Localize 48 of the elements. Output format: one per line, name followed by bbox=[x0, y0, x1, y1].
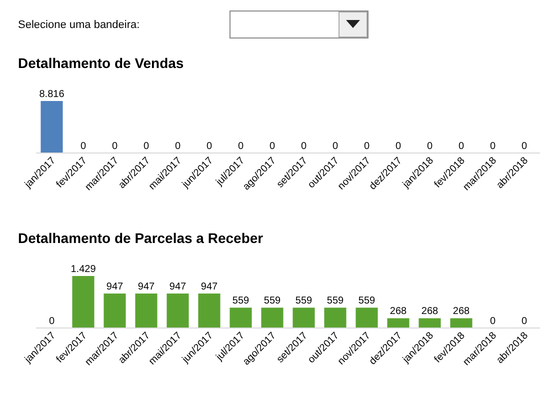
data-label: 0 bbox=[332, 141, 338, 152]
bar bbox=[104, 294, 126, 328]
data-label: 268 bbox=[390, 306, 408, 318]
bar bbox=[324, 308, 346, 328]
bar bbox=[198, 294, 220, 328]
data-label: 1.429 bbox=[70, 264, 96, 275]
bar bbox=[166, 294, 189, 328]
data-label: 0 bbox=[490, 141, 496, 152]
data-label: 0 bbox=[458, 141, 464, 152]
data-label: 947 bbox=[169, 282, 187, 293]
data-label: 0 bbox=[300, 141, 307, 152]
bar bbox=[356, 308, 378, 328]
data-label: 559 bbox=[295, 296, 313, 307]
data-label: 0 bbox=[364, 141, 370, 152]
data-label: 947 bbox=[200, 282, 218, 293]
data-label: 559 bbox=[264, 296, 282, 307]
data-label: 0 bbox=[521, 141, 528, 152]
data-label: 0 bbox=[490, 316, 496, 327]
data-label: 0 bbox=[80, 141, 86, 152]
data-label: 0 bbox=[206, 141, 212, 152]
text: Selecione uma bandeira: bbox=[18, 19, 140, 31]
bar bbox=[72, 276, 94, 328]
bar bbox=[418, 318, 441, 328]
bar bbox=[387, 318, 410, 328]
bar bbox=[292, 308, 315, 328]
data-label: 268 bbox=[452, 306, 470, 318]
data-label: 0 bbox=[238, 141, 244, 152]
data-label: 947 bbox=[138, 282, 156, 293]
bar bbox=[135, 294, 158, 328]
chart-title: Detalhamento de Parcelas a Receber bbox=[18, 230, 264, 246]
data-label: 0 bbox=[269, 141, 276, 152]
data-label: 0 bbox=[48, 316, 55, 327]
data-label: 947 bbox=[106, 282, 124, 293]
data-label: 559 bbox=[232, 296, 250, 307]
data-label: 0 bbox=[426, 141, 433, 152]
bar bbox=[261, 308, 284, 328]
data-label: 0 bbox=[143, 141, 150, 152]
data-label: 559 bbox=[358, 296, 376, 307]
data-label: 0 bbox=[174, 141, 181, 152]
bar bbox=[230, 308, 252, 328]
data-label: 0 bbox=[395, 141, 402, 152]
data-label: 0 bbox=[112, 141, 118, 152]
data-label: 559 bbox=[326, 296, 344, 307]
data-label: 0 bbox=[521, 316, 528, 327]
data-label: 8.816 bbox=[39, 89, 65, 100]
chart-title: Detalhamento de Vendas bbox=[18, 55, 184, 71]
data-label: 268 bbox=[421, 306, 439, 318]
bar bbox=[450, 318, 472, 328]
